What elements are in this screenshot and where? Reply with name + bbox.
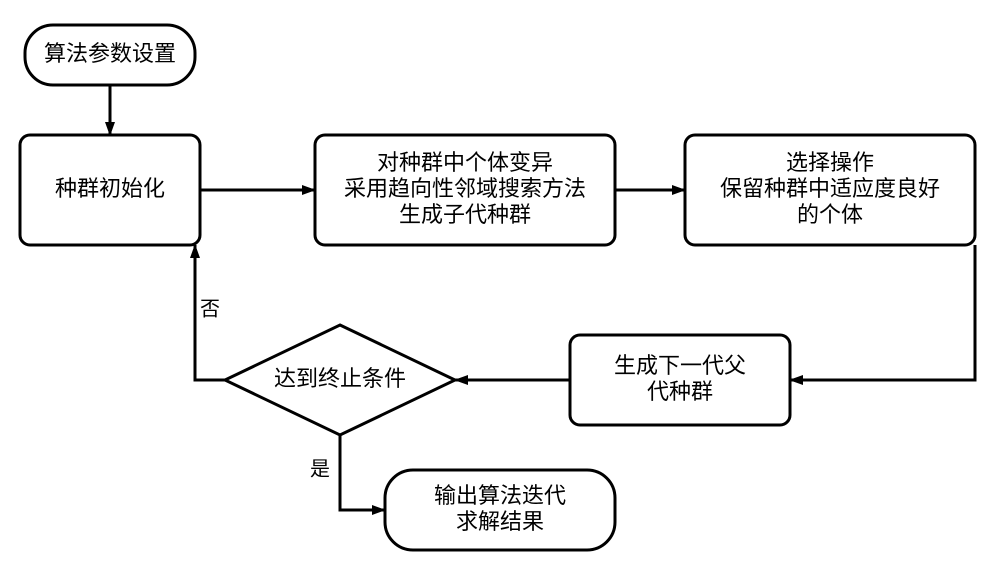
edge-decision-output <box>340 435 385 510</box>
edge-label-decision-output: 是 <box>310 458 330 480</box>
node-output: 输出算法迭代求解结果 <box>385 470 615 550</box>
node-mutate-line0: 对种群中个体变异 <box>377 150 553 175</box>
node-init: 种群初始化 <box>20 135 200 245</box>
node-start: 算法参数设置 <box>25 25 195 85</box>
node-nextgen: 生成下一代父代种群 <box>570 335 790 425</box>
node-decision-line0: 达到终止条件 <box>274 366 406 391</box>
node-select-line2: 的个体 <box>797 202 863 227</box>
node-mutate-line1: 采用趋向性邻域搜索方法 <box>344 176 586 201</box>
node-select: 选择操作保留种群中适应度良好的个体 <box>685 135 975 245</box>
node-decision: 达到终止条件 <box>225 325 455 435</box>
node-nextgen-line1: 代种群 <box>647 379 713 404</box>
edge-select-nextgen <box>790 245 975 380</box>
node-mutate-line2: 生成子代种群 <box>399 202 531 227</box>
node-init-line0: 种群初始化 <box>55 176 165 201</box>
node-output-line0: 输出算法迭代 <box>434 483 566 508</box>
node-start-line0: 算法参数设置 <box>44 41 176 66</box>
node-mutate: 对种群中个体变异采用趋向性邻域搜索方法生成子代种群 <box>315 135 615 245</box>
node-nextgen-line0: 生成下一代父 <box>614 353 746 378</box>
node-select-line0: 选择操作 <box>786 150 874 175</box>
edge-label-decision-init: 否 <box>200 298 220 320</box>
node-select-line1: 保留种群中适应度良好 <box>720 176 940 201</box>
node-output-line1: 求解结果 <box>456 509 544 534</box>
